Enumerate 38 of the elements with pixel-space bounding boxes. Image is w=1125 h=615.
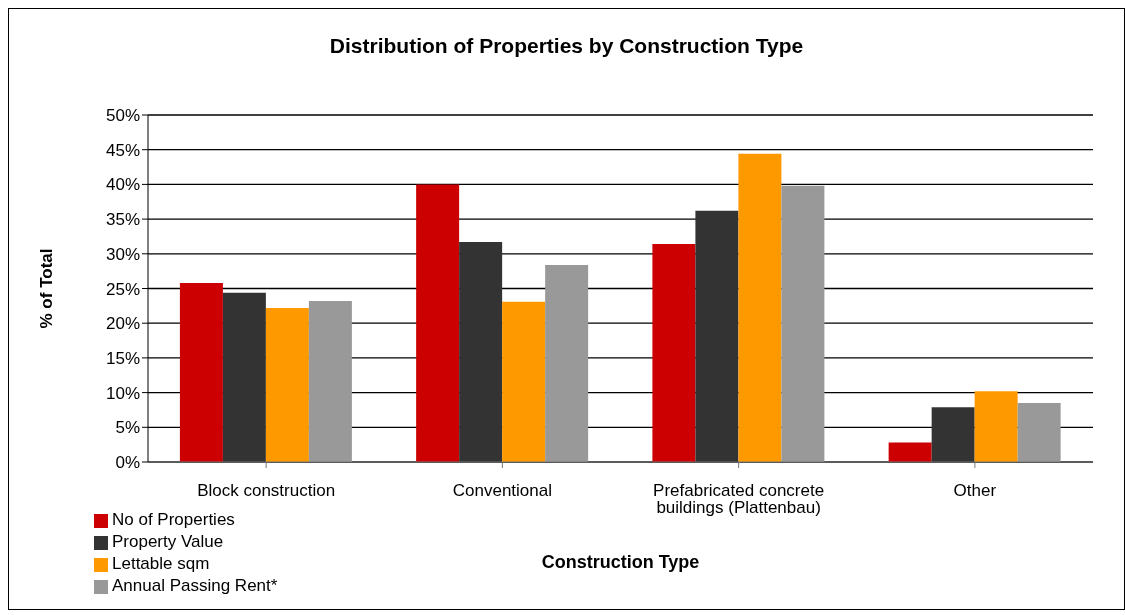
x-tick-label: Conventional — [452, 481, 552, 501]
bar — [695, 210, 739, 462]
bar — [308, 300, 352, 462]
y-tick-label: 50% — [105, 106, 140, 126]
y-tick-label: 40% — [105, 175, 140, 195]
bar — [545, 264, 589, 462]
legend-label: Lettable sqm — [112, 554, 210, 573]
chart-title: Distribution of Properties by Construction Type — [328, 34, 805, 58]
bar — [222, 292, 266, 462]
x-tick-label: Block construction — [197, 481, 336, 501]
y-tick-label: 25% — [105, 279, 140, 299]
bar — [974, 391, 1018, 462]
bar — [931, 407, 975, 462]
bar — [179, 282, 223, 462]
y-tick-label: 0% — [115, 453, 140, 473]
bar — [416, 184, 460, 462]
bar — [738, 153, 782, 462]
legend-label: Property Value — [112, 532, 224, 551]
legend-label: Annual Passing Rent* — [112, 576, 278, 595]
y-tick-label: 20% — [105, 314, 140, 334]
legend-label: No of Properties — [112, 510, 235, 529]
y-axis-title: % of Total — [37, 248, 57, 329]
x-tick-label: Prefabricated concrete buildings (Plattenbau) — [653, 481, 825, 518]
y-tick-label: 15% — [105, 348, 140, 368]
bar — [265, 307, 309, 462]
bar — [1017, 403, 1061, 462]
bar — [781, 185, 825, 462]
bar — [459, 242, 503, 462]
bar — [502, 301, 546, 462]
y-tick-label: 5% — [115, 418, 140, 438]
y-tick-label: 10% — [105, 383, 140, 403]
y-tick-label: 45% — [105, 140, 140, 160]
y-tick-label: 30% — [105, 244, 140, 264]
bar — [652, 244, 696, 462]
y-tick-label: 35% — [105, 210, 140, 230]
x-axis-title: Construction Type — [541, 552, 700, 572]
bar — [888, 442, 932, 462]
x-tick-label: Other — [953, 481, 997, 501]
